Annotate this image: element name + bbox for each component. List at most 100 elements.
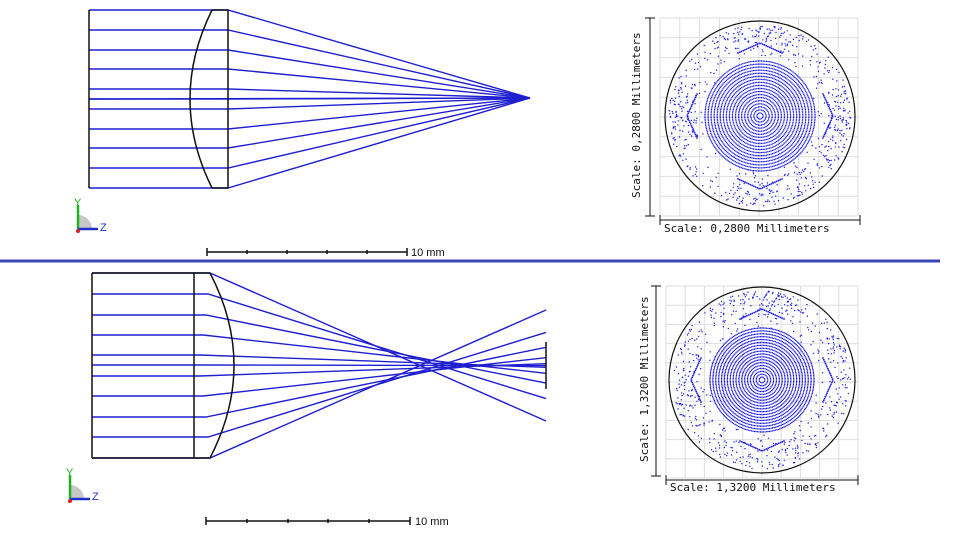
spot-point [786,120,788,122]
spot-point [779,353,782,355]
spot-point [771,90,773,93]
spot-point [728,153,730,155]
spot-point [719,120,722,122]
spot-point [755,410,757,412]
spot-point [741,136,743,138]
spot-point [770,159,772,162]
spot-point [777,131,780,133]
spot-point [735,87,738,89]
spot-point [746,329,748,331]
spot-point [773,343,775,346]
spot-point [780,71,783,73]
spot-point [845,93,847,95]
spot-point [736,388,739,390]
spot-point [765,39,768,41]
spot-point [823,154,825,157]
spot-point [810,108,813,111]
spot-point [795,65,797,68]
spot-point [735,417,737,420]
spot-point [750,412,753,414]
spot-point [778,167,780,169]
spot-point [754,118,756,120]
spot-point [778,412,781,414]
spot-point [808,90,810,93]
spot-point [758,350,760,352]
spot-point [762,151,764,154]
spot-point [732,422,735,425]
spot-point [724,361,727,364]
spot-point [686,99,689,102]
spot-point [718,385,720,387]
spot-point [735,150,737,152]
spot-point [842,146,844,148]
spot-point [773,331,775,334]
spot-point [743,389,746,391]
spot-point [716,149,718,151]
spot-point [712,373,714,375]
spot-point [794,361,796,364]
spot-point [719,99,721,102]
spot-point [769,126,771,129]
spot-point [772,162,774,164]
spot-point [773,165,775,167]
spot-point [774,148,777,150]
spot-point [745,88,747,90]
spot-point [732,196,734,198]
spot-point [788,358,791,360]
spot-point [764,100,766,103]
spot-point [830,119,832,122]
spot-point [754,363,756,365]
spot-point [714,146,716,149]
spot-point [727,91,729,93]
spot-point [767,76,769,78]
spot-point [671,110,673,113]
spot-point [742,161,744,163]
spot-point [846,121,848,123]
spot-point [740,369,742,371]
spot-point [739,370,742,372]
spot-point [749,70,752,72]
spot-point [734,104,736,106]
spot-point [759,422,762,424]
spot-point [758,431,760,433]
spot-point [722,115,724,117]
spot-point [798,183,801,185]
spot-point [718,135,720,137]
spot-point [722,413,724,416]
spot-point [772,191,774,194]
spot-point [738,379,740,381]
spot-point [721,135,723,137]
spot-point [738,120,740,122]
spot-point [721,363,723,365]
spot-point [744,380,746,383]
spot-point [741,350,743,353]
spot-point [750,123,753,126]
spot-point [764,97,766,100]
spot-point [793,379,795,381]
spot-point [824,156,826,158]
spot-point [720,364,722,366]
spot-point [785,403,788,406]
spot-point [759,390,762,393]
spot-point [732,74,734,77]
spot-point [782,363,784,366]
spot-point [765,115,767,117]
spot-point [792,395,794,397]
spot-point [774,134,776,137]
spot-point [745,91,747,93]
spot-point [756,410,759,413]
spot-point [759,66,761,68]
spot-point [740,163,742,166]
spot-point [805,131,807,133]
spot-point [805,145,807,147]
spot-point [802,138,804,140]
spot-point [759,413,762,416]
spot-point [766,28,768,30]
spot-point [678,95,680,98]
spot-point [715,142,717,144]
spot-point [730,72,732,74]
spot-point [770,137,772,139]
spot-point [725,146,727,148]
spot-point [740,351,742,354]
spot-point [756,30,758,32]
